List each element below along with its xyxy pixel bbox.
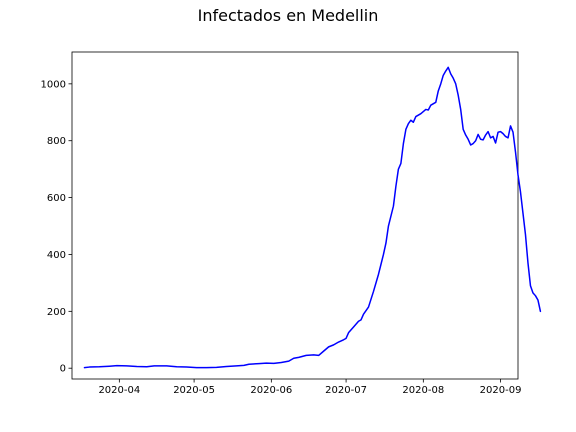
x-axis: 2020-04 2020-05 2020-06 2020-07 2020-08 2020-… [98,379,521,396]
y-tick-label: 1000 [41,79,66,90]
y-tick-label: 600 [47,193,66,204]
y-tick-label: 400 [47,250,66,261]
plot-frame [71,51,519,380]
x-tick-label: 2020-06 [250,385,292,396]
series-group [83,66,542,369]
x-tick-label: 2020-04 [98,385,140,396]
x-tick-label: 2020-08 [402,385,444,396]
x-tick-label: 2020-07 [325,385,367,396]
y-tick-label: 0 [60,364,66,375]
y-tick-label: 200 [47,307,66,318]
y-tick-label: 800 [47,136,66,147]
x-tick-label: 2020-05 [173,385,215,396]
series-line [83,66,542,369]
chart-title: Infectados en Medellin [198,6,379,25]
x-tick-label: 2020-09 [480,385,522,396]
y-axis: 0 200 400 600 800 1000 [41,79,72,375]
